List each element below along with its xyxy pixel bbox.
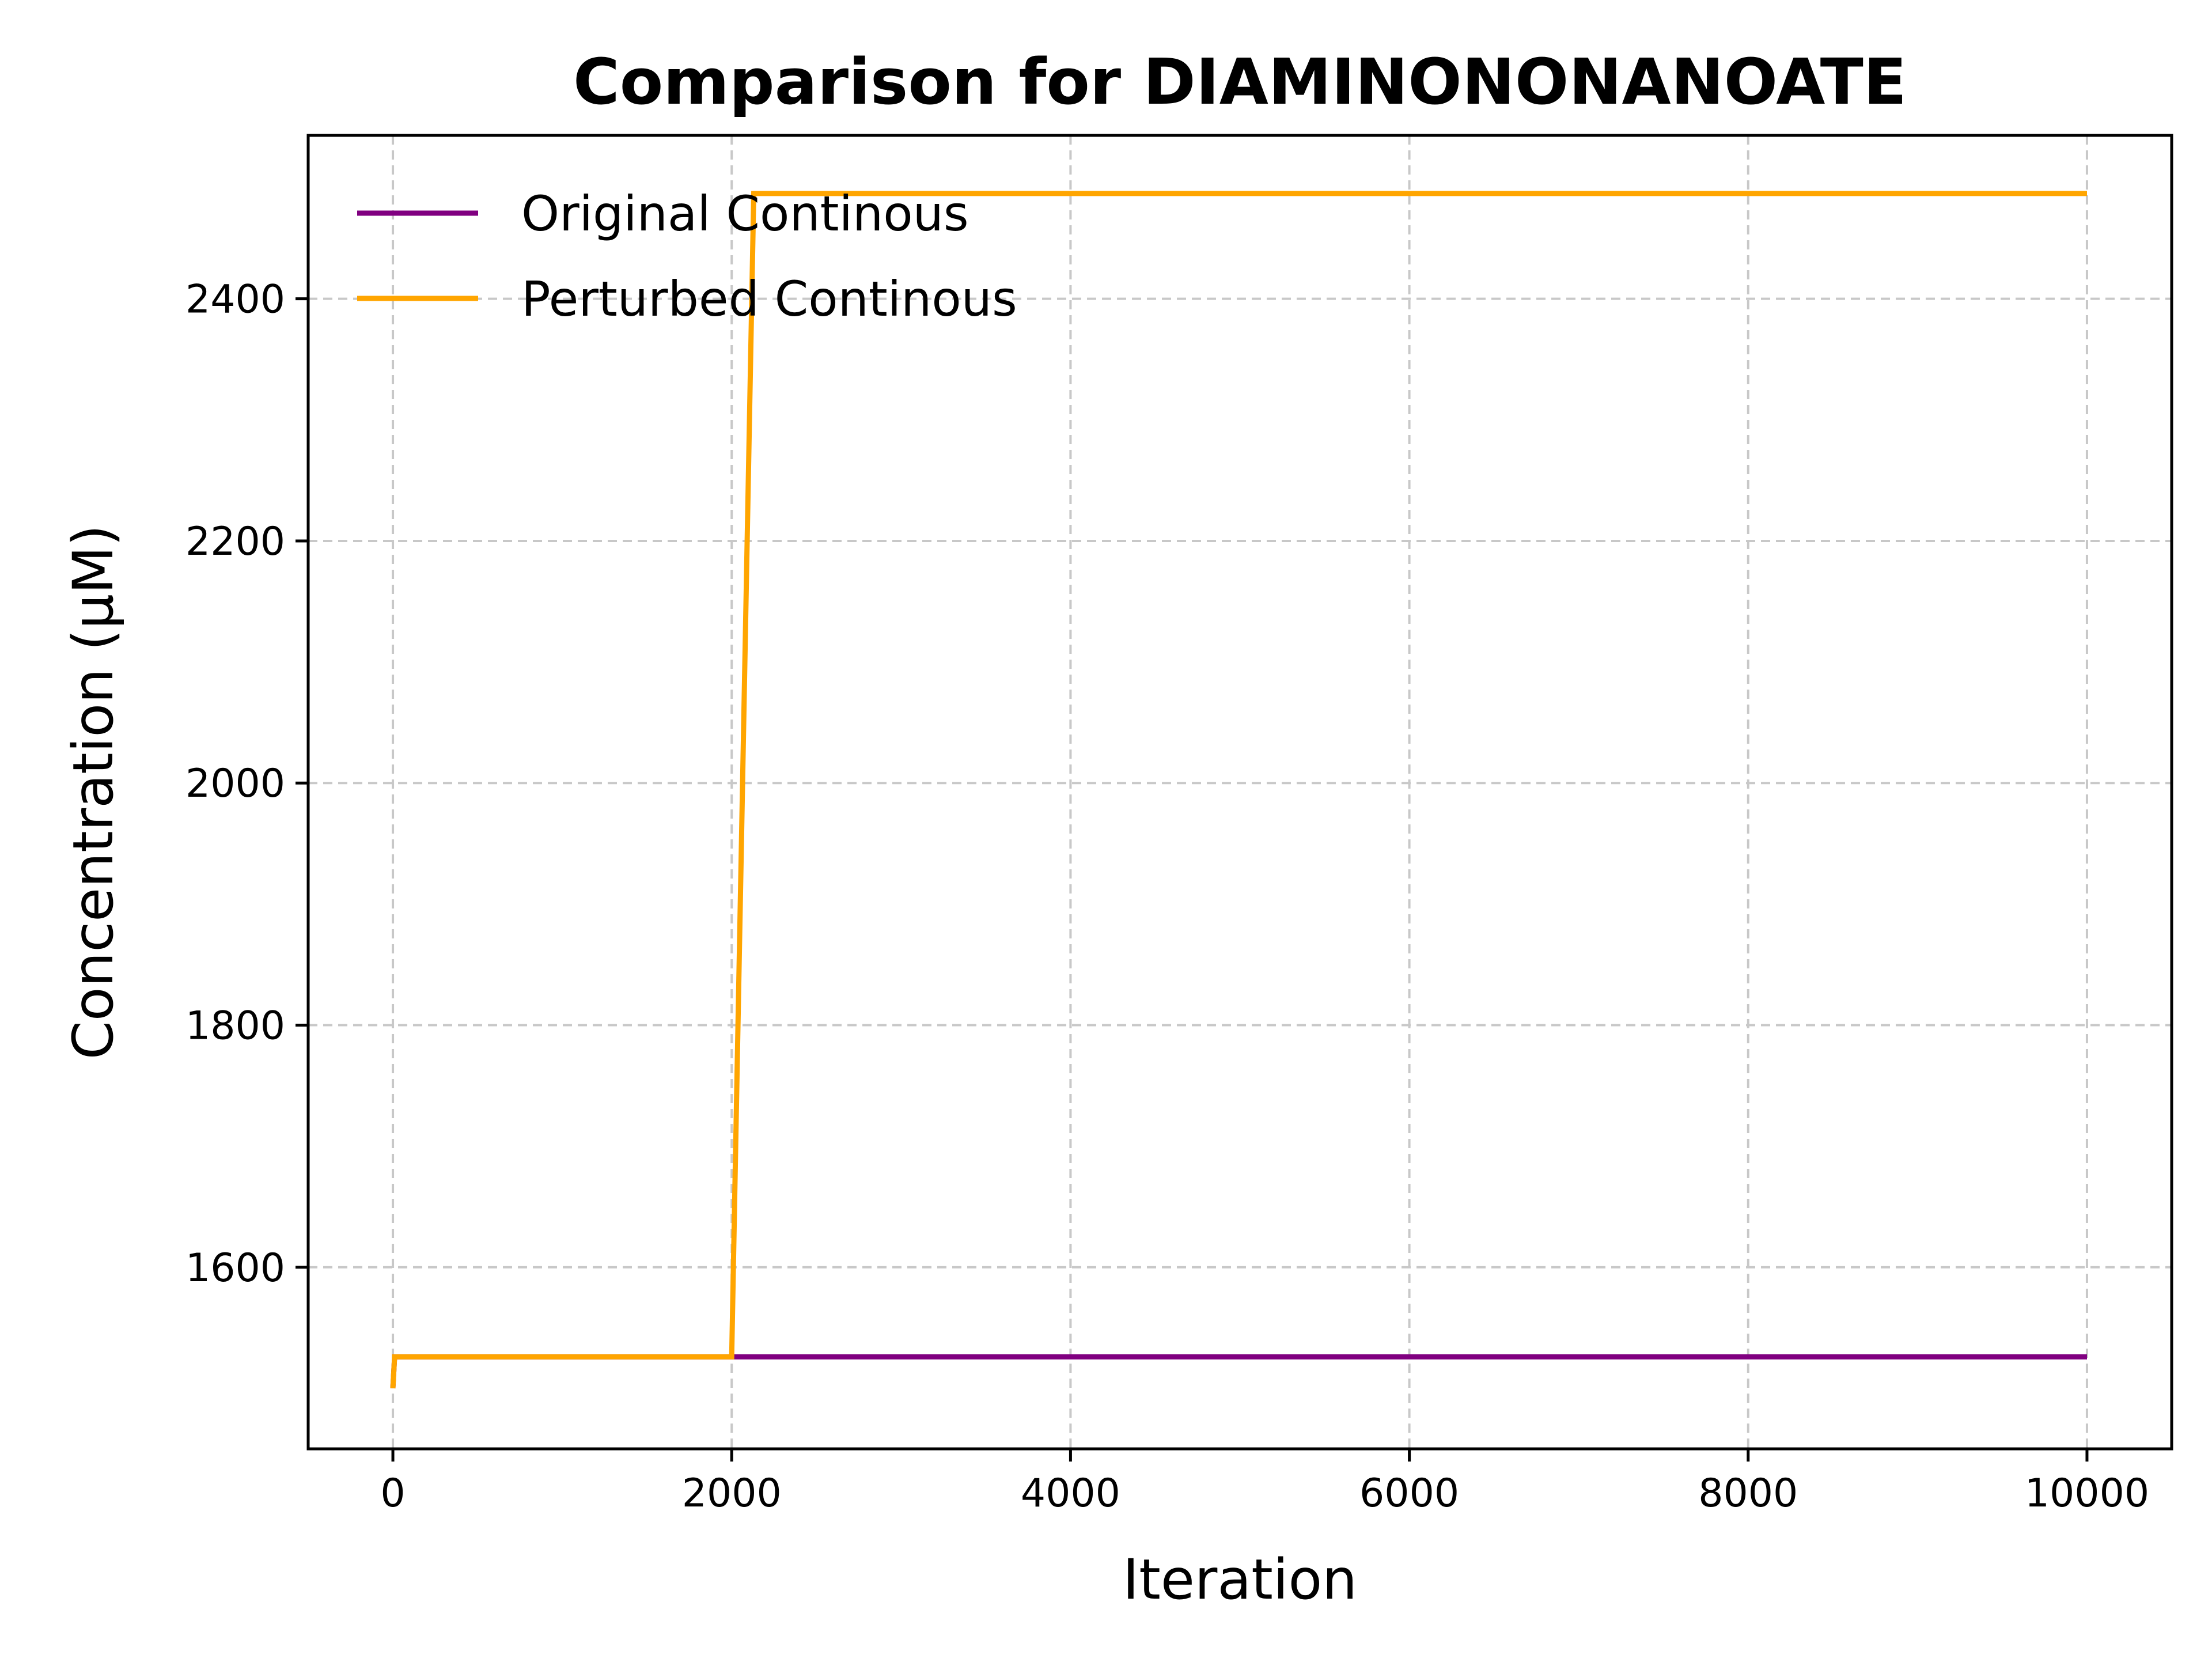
legend-label: Original Continous <box>521 185 969 242</box>
y-tick-label: 1600 <box>185 1245 285 1291</box>
y-tick-label: 2200 <box>185 519 285 565</box>
x-tick-label: 6000 <box>1359 1471 1459 1516</box>
y-tick-label: 2400 <box>185 277 285 323</box>
y-tick-label: 1800 <box>185 1004 285 1049</box>
y-tick-label: 2000 <box>185 761 285 807</box>
series-lines <box>390 191 2087 1389</box>
legend: Original Continous Perturbed Continous <box>357 185 1017 327</box>
axis-ticks: 0 2000 4000 6000 8000 10000 1600 1800 2000 2200 24… <box>185 277 2149 1516</box>
x-tick-label: 8000 <box>1698 1471 1798 1516</box>
y-axis-label: Concentration (μM) <box>61 525 126 1059</box>
x-tick-label: 0 <box>380 1471 405 1516</box>
legend-label: Perturbed Continous <box>521 271 1017 327</box>
x-tick-label: 2000 <box>682 1471 782 1516</box>
plot-frame <box>306 134 2173 1451</box>
x-tick-label: 10000 <box>2025 1471 2149 1516</box>
chart-title: Comparison for DIAMINONONANOATE <box>573 45 1907 119</box>
x-axis-label: Iteration <box>1123 1547 1357 1612</box>
x-tick-label: 4000 <box>1021 1471 1120 1516</box>
series-line-perturbed-continous <box>390 191 2087 1389</box>
